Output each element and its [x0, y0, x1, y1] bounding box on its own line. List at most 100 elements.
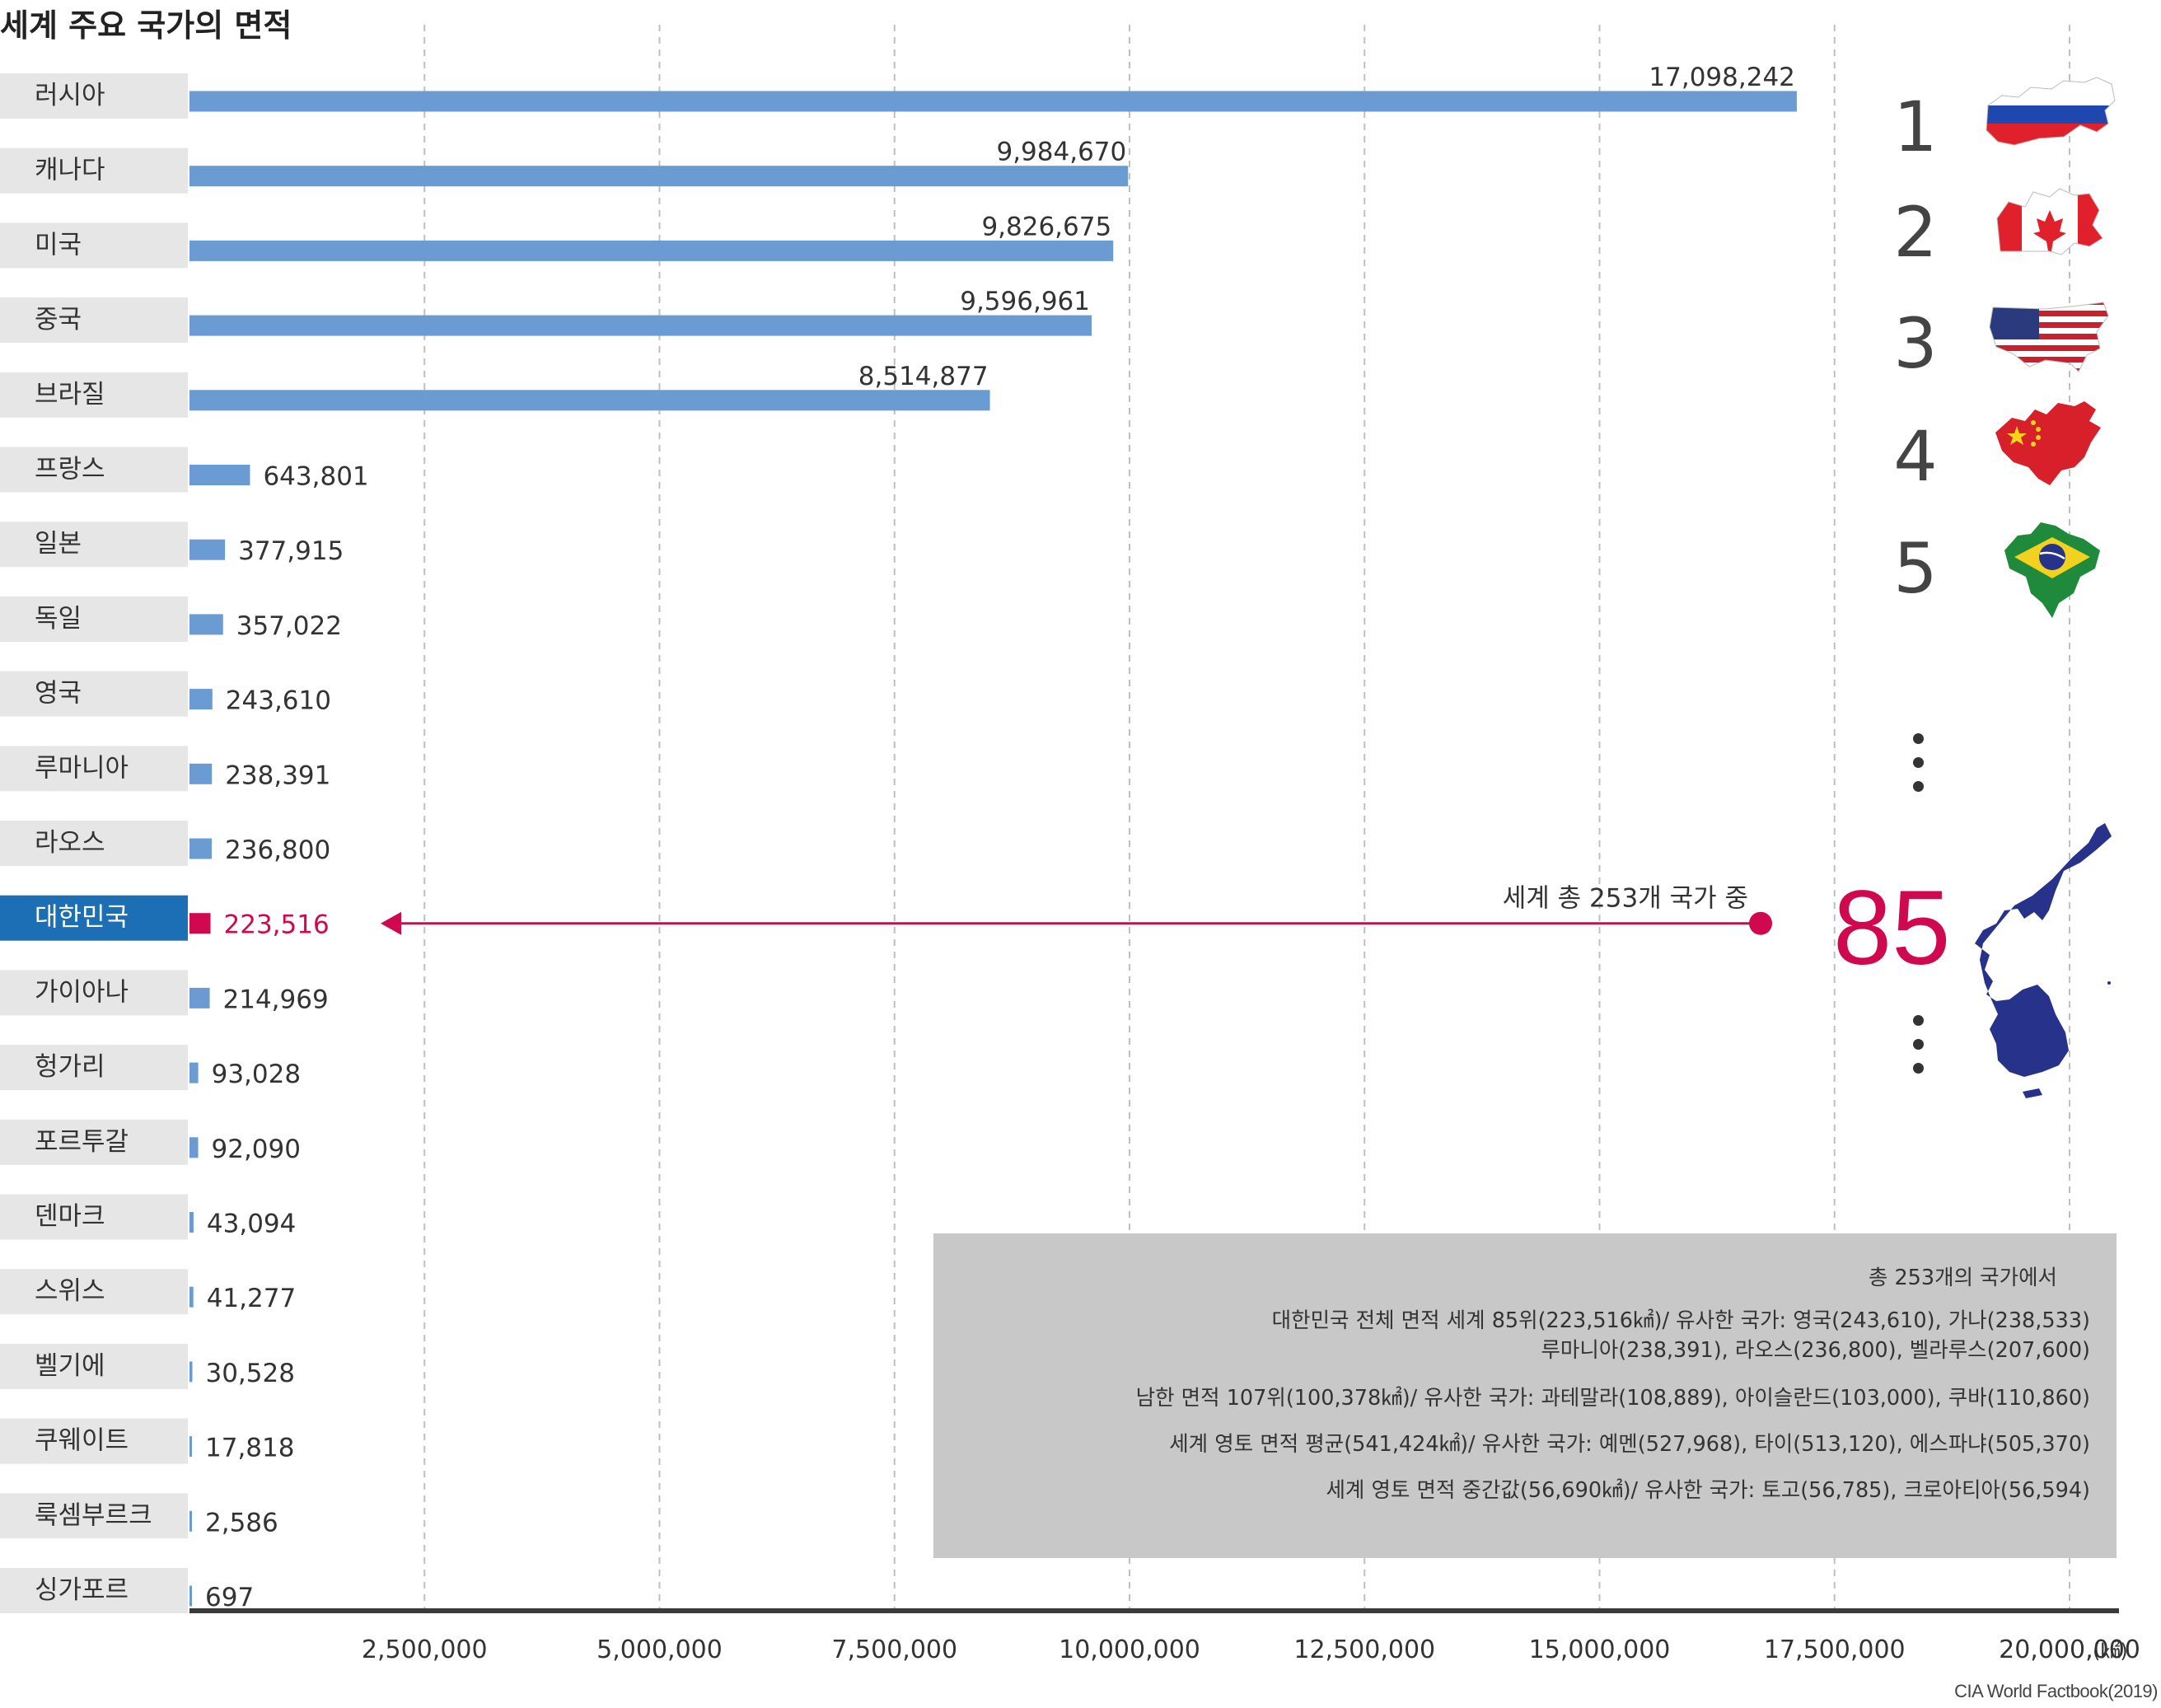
- country-label: 프랑스: [35, 455, 105, 484]
- value-label: 9,826,675: [981, 212, 1111, 241]
- x-tick-label: 7,500,000: [831, 1635, 957, 1664]
- info-line-4: 남한 면적 107위(100,378㎢)/ 유사한 국가: 과테말라(108,8…: [1135, 1386, 2090, 1411]
- bar: [189, 1436, 192, 1458]
- source-note: CIA World Factbook(2019): [1954, 1681, 2158, 1701]
- value-label: 214,969: [223, 985, 329, 1014]
- country-label: 중국: [35, 305, 82, 335]
- ellipsis-dots-upper: [1913, 733, 1925, 805]
- bar: [189, 1585, 192, 1607]
- country-label-bg: [0, 895, 188, 941]
- country-label-bg: [0, 1418, 188, 1464]
- page-title: 세계 주요 국가의 면적: [0, 7, 292, 44]
- country-label-bg: [0, 1343, 188, 1389]
- country-label-bg: [0, 147, 188, 194]
- country-label-bg: [0, 821, 188, 866]
- bar: [189, 838, 213, 859]
- rank-4: 4: [1893, 416, 1938, 497]
- country-label: 러시아: [35, 81, 105, 110]
- x-tick-label: 2,500,000: [362, 1635, 488, 1664]
- rank-2: 2: [1893, 192, 1938, 273]
- country-label: 대한민국: [35, 903, 129, 933]
- bar: [189, 465, 250, 485]
- country-label: 벨기에: [35, 1351, 105, 1381]
- bar: [189, 240, 1114, 261]
- country-label: 미국: [35, 230, 82, 260]
- value-label: 93,028: [212, 1060, 301, 1089]
- country-label-bg: [0, 1119, 188, 1165]
- country-label-bg: [0, 596, 188, 642]
- x-tick-label: 17,500,000: [1764, 1635, 1906, 1664]
- country-label: 룩셈부르크: [35, 1500, 152, 1530]
- country-label: 라오스: [35, 828, 105, 858]
- value-label: 223,516: [224, 910, 330, 940]
- rank-1: 1: [1893, 87, 1938, 167]
- x-tick-label: 20,000,000: [1999, 1635, 2140, 1664]
- country-label: 싱가포르: [35, 1575, 129, 1605]
- value-label: 243,610: [226, 686, 331, 716]
- annotation-arrow-head: [381, 911, 401, 935]
- country-label-bg: [0, 671, 188, 717]
- country-label: 스위스: [35, 1276, 105, 1306]
- annotation-text: 세계 총 253개 국가 중: [1503, 884, 1748, 914]
- bar: [189, 913, 211, 934]
- value-label: 17,818: [205, 1434, 294, 1463]
- value-label: 43,094: [207, 1210, 296, 1239]
- x-tick-label: 10,000,000: [1059, 1635, 1200, 1664]
- country-label: 덴마크: [35, 1202, 105, 1232]
- info-line-1: 총 253개의 국가에서: [1868, 1266, 2057, 1290]
- rank-3: 3: [1893, 303, 1938, 384]
- value-label: 9,596,961: [960, 287, 1090, 316]
- china-flag-map-icon: [1995, 401, 2101, 485]
- value-label: 2,586: [205, 1508, 278, 1537]
- value-label: 30,528: [205, 1359, 294, 1388]
- bar: [189, 1510, 192, 1532]
- korea-rank: 85: [1833, 869, 1951, 987]
- bar: [189, 1212, 194, 1233]
- x-tick-label: 5,000,000: [596, 1635, 723, 1664]
- country-label-bg: [0, 1493, 188, 1539]
- country-label-bg: [0, 522, 188, 568]
- bar: [189, 1137, 199, 1158]
- value-label: 41,277: [207, 1284, 296, 1313]
- value-label: 8,514,877: [858, 362, 989, 391]
- value-label: 357,022: [236, 611, 342, 641]
- value-label: 9,984,670: [996, 138, 1126, 167]
- bar: [189, 315, 1092, 336]
- info-box: 총 253개의 국가에서 대한민국 전체 면적 세계 85위(223,516㎢)…: [933, 1233, 2117, 1558]
- korea-map-icon: [1975, 823, 2112, 1098]
- country-label: 브라질: [35, 380, 105, 409]
- country-label: 일본: [35, 529, 82, 559]
- bar: [189, 689, 213, 710]
- country-label: 가이아나: [35, 977, 129, 1007]
- country-label: 영국: [35, 679, 82, 709]
- country-label-bg: [0, 1045, 188, 1091]
- value-label: 236,800: [225, 835, 330, 865]
- bar: [189, 1062, 199, 1083]
- country-label-bg: [0, 222, 188, 269]
- bar: [189, 166, 1129, 187]
- country-label: 캐나다: [35, 156, 105, 185]
- info-line-2: 대한민국 전체 면적 세계 85위(223,516㎢)/ 유사한 국가: 영국(…: [1271, 1308, 2090, 1333]
- country-label: 독일: [35, 604, 82, 634]
- rank-5: 5: [1893, 528, 1938, 609]
- x-axis-unit: (㎢): [2093, 1640, 2128, 1663]
- country-label-bg: [0, 1194, 188, 1240]
- bar: [189, 1286, 194, 1308]
- country-label-bg: [0, 746, 188, 792]
- bar: [189, 987, 210, 1008]
- country-label: 포르투갈: [35, 1127, 129, 1157]
- info-line-6: 세계 영토 면적 중간값(56,690㎢)/ 유사한 국가: 토고(56,785…: [1326, 1478, 2090, 1503]
- country-label-bg: [0, 970, 188, 1016]
- country-label: 쿠웨이트: [35, 1426, 129, 1456]
- country-label-bg: [0, 297, 188, 344]
- country-label-bg: [0, 1568, 188, 1613]
- annotation-dot: [1749, 911, 1772, 935]
- bar: [189, 1361, 193, 1383]
- bar: [189, 614, 223, 635]
- value-label: 377,915: [238, 536, 344, 566]
- brazil-flag-map-icon: [2004, 522, 2100, 618]
- value-label: 92,090: [212, 1135, 301, 1164]
- x-tick-label: 15,000,000: [1529, 1635, 1671, 1664]
- value-label: 643,801: [263, 462, 368, 492]
